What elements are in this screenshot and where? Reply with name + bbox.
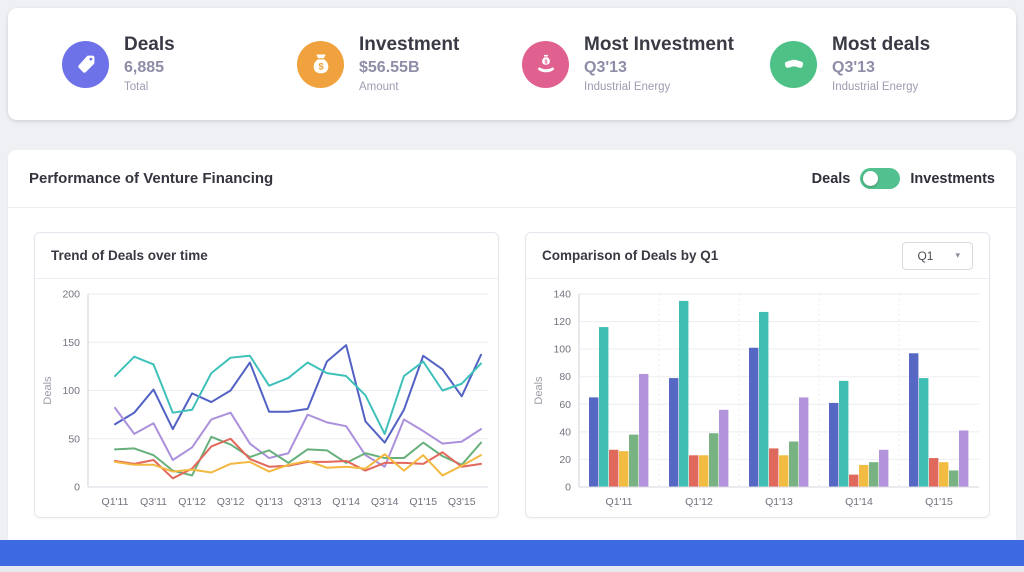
svg-text:Q1'11: Q1'11 [102, 496, 129, 508]
svg-text:50: 50 [68, 433, 80, 445]
bar-chart-header: Comparison of Deals by Q1 Q1 ▾ [526, 233, 989, 279]
svg-text:Q3'11: Q3'11 [140, 496, 167, 508]
svg-text:60: 60 [559, 399, 571, 411]
line-chart-body: 0 50 100 150 200 Deals Q1'11 Q3'11 Q1'12 Q3'12 Q1'… [35, 279, 498, 517]
toggle-right-label: Investments [910, 170, 995, 187]
toggle-left-label: Deals [811, 170, 851, 187]
bar-chart-card: Comparison of Deals by Q1 Q1 ▾ 0 20 40 60 80… [525, 232, 990, 518]
svg-text:Deals: Deals [533, 376, 545, 405]
footer-bar [0, 540, 1024, 566]
kpi-summary-card: Deals 6,885 Total $ Investment $56.55B A… [8, 8, 1016, 120]
svg-text:Q1'11: Q1'11 [606, 496, 633, 508]
chevron-down-icon: ▾ [955, 250, 960, 260]
kpi-title: Most deals [832, 34, 931, 56]
toggle-knob [863, 171, 879, 186]
svg-text:150: 150 [62, 337, 80, 349]
kpi-title: Most Investment [584, 34, 734, 56]
line-chart-title: Trend of Deals over time [51, 248, 208, 263]
svg-text:40: 40 [559, 426, 571, 438]
panel-title: Performance of Venture Financing [29, 170, 274, 187]
svg-text:120: 120 [553, 316, 571, 328]
svg-text:100: 100 [553, 344, 571, 356]
svg-text:Q1'12: Q1'12 [685, 496, 713, 508]
quarter-select[interactable]: Q1 ▾ [902, 241, 973, 270]
bar-chart-svg: 0 20 40 60 80 100 120 140 Deals Q1'11 Q1'12 Q1'13 Q1… [533, 289, 979, 508]
bar-chart-title: Comparison of Deals by Q1 [542, 248, 719, 263]
svg-text:200: 200 [62, 289, 80, 301]
deals-investments-toggle-group: Deals Investments [812, 168, 995, 189]
svg-text:Q3'13: Q3'13 [294, 496, 322, 508]
svg-text:Q1'15: Q1'15 [925, 496, 953, 508]
kpi-value: $56.55B [359, 59, 420, 77]
svg-text:Q1'14: Q1'14 [332, 496, 360, 508]
line-chart-svg: 0 50 100 150 200 Deals Q1'11 Q3'11 Q1'12 Q3'12 Q1'… [42, 289, 488, 508]
kpi-title: Deals [124, 34, 175, 56]
kpi-most-deals: Most deals Q3'13 Industrial Energy [770, 8, 930, 120]
money-bag-icon: $ [297, 40, 344, 88]
svg-text:0: 0 [565, 482, 571, 494]
deals-investments-toggle[interactable] [860, 168, 901, 189]
svg-text:Q1'13: Q1'13 [765, 496, 793, 508]
hand-money-icon: $ [522, 40, 569, 88]
kpi-deals: Deals 6,885 Total [62, 8, 175, 120]
quarter-select-value: Q1 [917, 248, 934, 263]
kpi-title: Investment [359, 34, 460, 56]
svg-text:Q3'14: Q3'14 [371, 496, 399, 508]
panel-header: Performance of Venture Financing Deals I… [8, 150, 1016, 208]
svg-text:$: $ [544, 60, 547, 66]
svg-text:140: 140 [553, 289, 571, 301]
line-chart-card: Trend of Deals over time 0 50 100 150 200 Dea… [34, 232, 499, 518]
footer-edge [0, 566, 1024, 572]
kpi-sublabel: Total [124, 81, 149, 94]
kpi-sublabel: Industrial Energy [584, 81, 671, 94]
svg-text:Q1'14: Q1'14 [845, 496, 873, 508]
svg-text:0: 0 [74, 482, 80, 494]
svg-text:Q1'15: Q1'15 [409, 496, 437, 508]
svg-text:Q3'15: Q3'15 [448, 496, 476, 508]
kpi-value: Q3'13 [584, 59, 627, 77]
kpi-value: 6,885 [124, 59, 165, 77]
line-chart-header: Trend of Deals over time [35, 233, 498, 279]
kpi-sublabel: Amount [359, 81, 399, 94]
svg-text:80: 80 [559, 371, 571, 383]
svg-text:$: $ [318, 61, 324, 72]
handshake-icon [770, 40, 817, 88]
kpi-sublabel: Industrial Energy [832, 81, 919, 94]
tag-icon [62, 40, 109, 88]
performance-panel: Performance of Venture Financing Deals I… [8, 150, 1016, 540]
svg-text:Q1'12: Q1'12 [178, 496, 206, 508]
kpi-most-investment: $ Most Investment Q3'13 Industrial Energ… [522, 8, 734, 120]
kpi-value: Q3'13 [832, 59, 875, 77]
svg-text:20: 20 [559, 454, 571, 466]
bar-chart-body: 0 20 40 60 80 100 120 140 Deals Q1'11 Q1'12 Q1'13 Q1… [526, 279, 989, 517]
svg-text:100: 100 [62, 385, 80, 397]
svg-text:Q1'13: Q1'13 [255, 496, 283, 508]
svg-text:Deals: Deals [42, 376, 54, 405]
svg-text:Q3'12: Q3'12 [217, 496, 245, 508]
charts-row: Trend of Deals over time 0 50 100 150 200 Dea… [8, 208, 1016, 518]
kpi-investment: $ Investment $56.55B Amount [297, 8, 459, 120]
